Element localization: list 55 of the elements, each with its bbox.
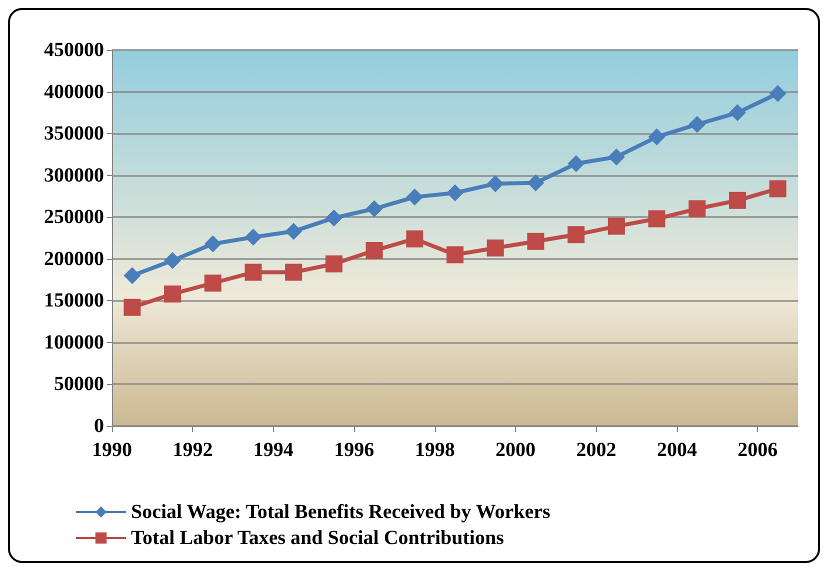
y-tick-label: 100000 xyxy=(44,331,104,354)
point xyxy=(325,209,342,226)
point xyxy=(769,84,786,102)
legend-label: Total Labor Taxes and Social Contributions xyxy=(131,527,504,549)
point xyxy=(285,222,302,240)
x-tick-label: 2000 xyxy=(496,439,536,461)
point xyxy=(406,230,424,248)
point xyxy=(366,200,383,218)
point xyxy=(486,175,504,192)
point xyxy=(204,274,222,292)
x-tick-label: 1996 xyxy=(334,439,374,461)
point xyxy=(648,210,666,228)
point xyxy=(728,192,746,209)
point xyxy=(648,128,666,146)
x-tick-label: 1994 xyxy=(253,439,294,461)
x-tick-label: 2004 xyxy=(656,439,697,461)
point xyxy=(688,200,706,218)
point xyxy=(124,267,141,284)
point xyxy=(244,228,262,246)
x-tick-label: 1992 xyxy=(172,439,213,461)
point xyxy=(164,285,182,302)
point xyxy=(728,104,746,122)
point xyxy=(527,232,544,250)
x-tick-label: 2006 xyxy=(738,439,778,461)
y-tick-label: 250000 xyxy=(44,206,104,228)
point xyxy=(568,226,585,244)
x-tick-label: 1990 xyxy=(92,439,132,461)
y-tick-label: 300000 xyxy=(44,164,104,186)
point xyxy=(124,298,141,316)
y-tick-label: 350000 xyxy=(44,122,104,145)
point xyxy=(608,148,625,166)
point xyxy=(366,242,383,260)
y-tick-label: 450000 xyxy=(44,39,104,61)
point xyxy=(406,188,424,206)
point xyxy=(608,218,625,235)
point xyxy=(244,264,262,281)
point xyxy=(204,235,222,252)
point xyxy=(325,255,342,272)
point xyxy=(446,184,464,202)
point xyxy=(688,116,706,133)
point xyxy=(769,180,786,198)
legend-label: Social Wage: Total Benefits Received by Workers xyxy=(131,501,550,523)
point xyxy=(527,174,544,192)
y-tick-label: 150000 xyxy=(44,290,104,312)
x-tick-label: 1998 xyxy=(414,439,455,461)
point xyxy=(285,264,302,281)
y-tick-label: 200000 xyxy=(44,248,104,270)
point xyxy=(446,246,464,264)
point xyxy=(568,155,585,172)
y-tick-label: 50000 xyxy=(54,373,104,396)
point xyxy=(486,240,504,257)
x-tick-label: 2002 xyxy=(576,439,616,461)
y-tick-label: 0 xyxy=(94,415,104,437)
y-tick-label: 400000 xyxy=(44,80,104,103)
point xyxy=(164,252,182,270)
